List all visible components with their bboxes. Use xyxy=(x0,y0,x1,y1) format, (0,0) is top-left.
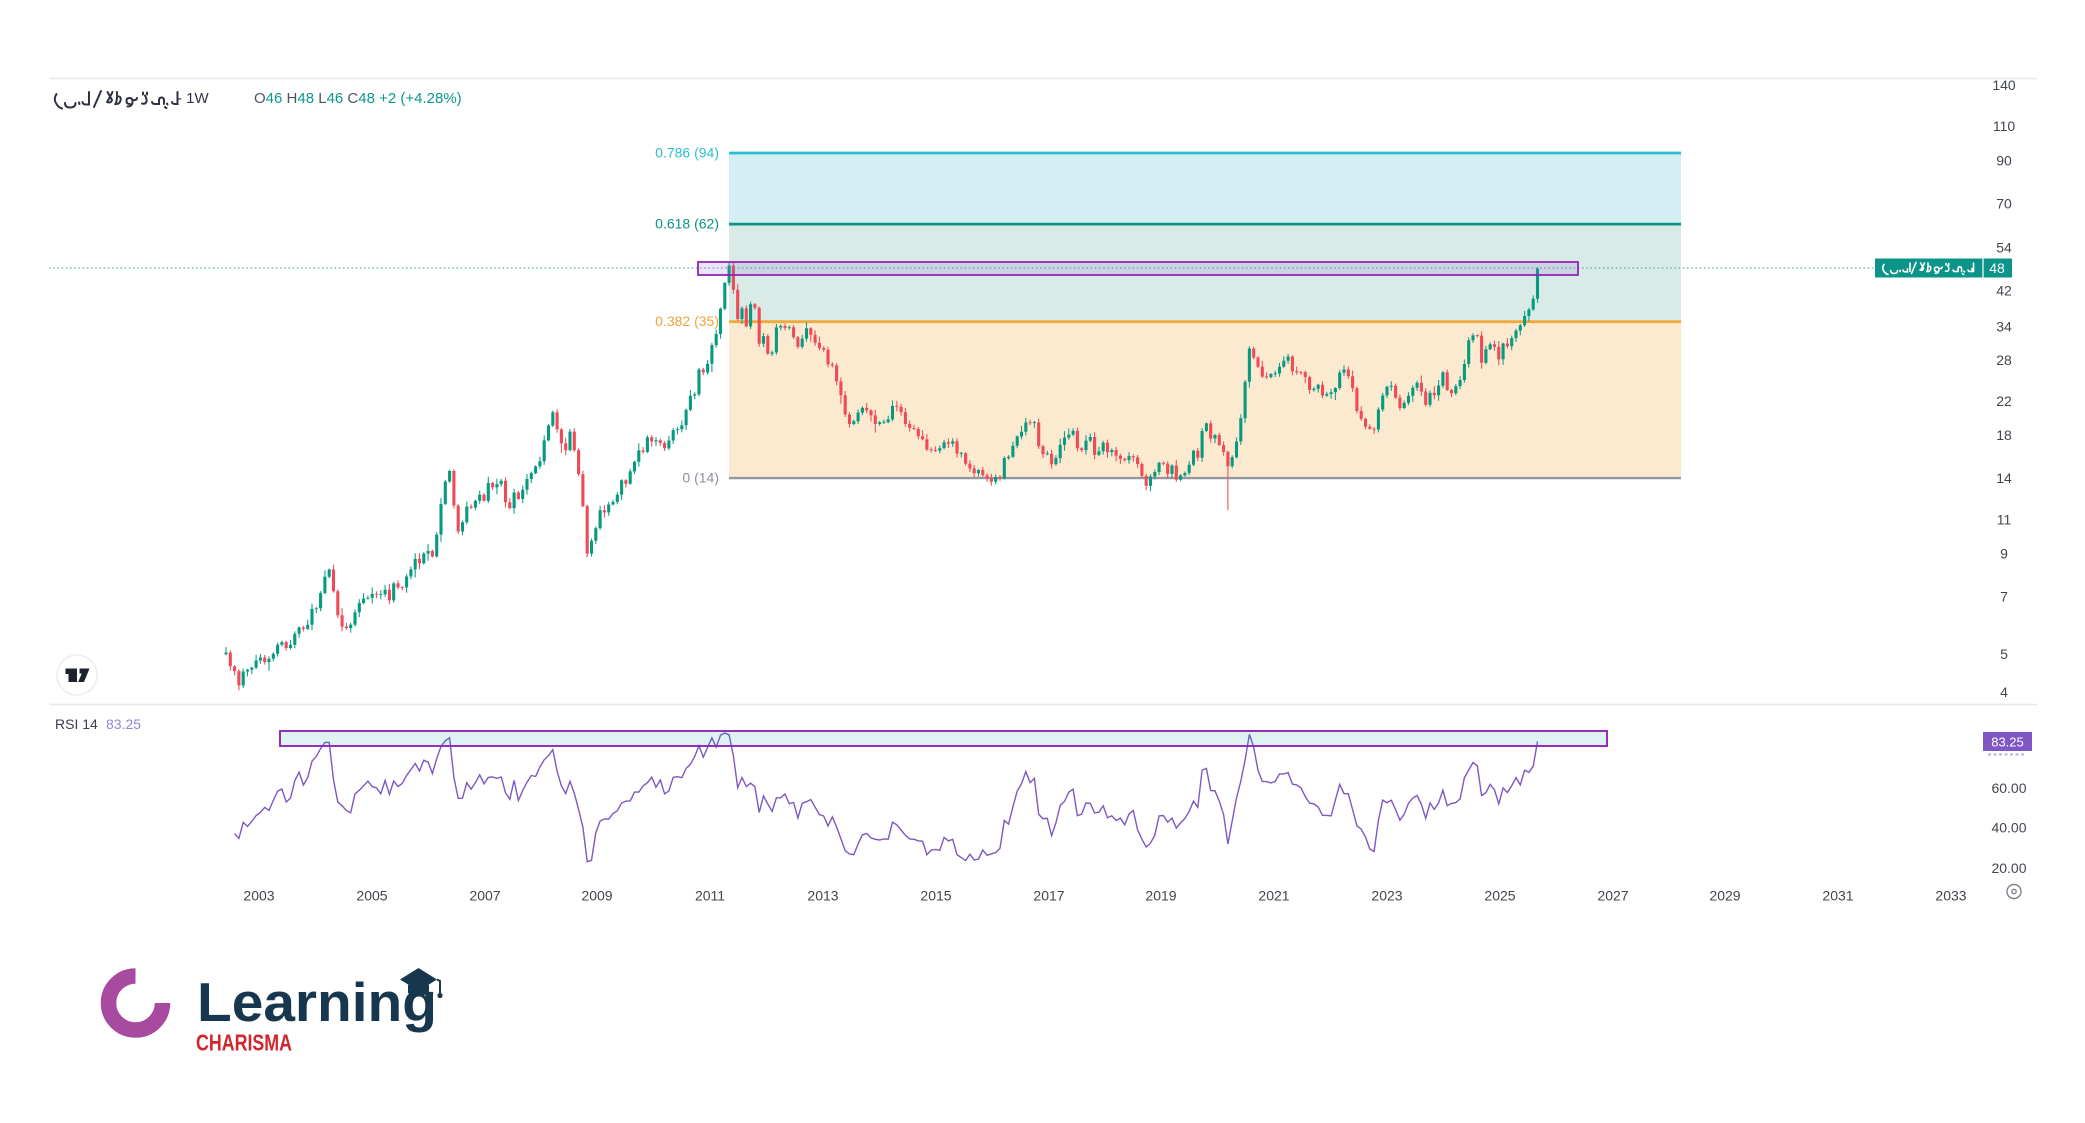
svg-text:0 (14): 0 (14) xyxy=(682,470,719,486)
svg-text:5: 5 xyxy=(2000,646,2008,662)
svg-text:2013: 2013 xyxy=(807,888,838,904)
svg-text:4: 4 xyxy=(2000,684,2008,700)
svg-text:O46 H48 L46 C48 +2 (+4.28%): O46 H48 L46 C48 +2 (+4.28%) xyxy=(254,90,462,107)
svg-text:2007: 2007 xyxy=(469,888,500,904)
svg-text:2011: 2011 xyxy=(695,888,725,904)
svg-text:2029: 2029 xyxy=(1709,888,1740,904)
svg-text:48: 48 xyxy=(1989,260,2005,276)
svg-text:2017: 2017 xyxy=(1033,888,1064,904)
svg-text:2027: 2027 xyxy=(1597,888,1628,904)
svg-text:28: 28 xyxy=(1996,352,2012,368)
svg-text:54: 54 xyxy=(1996,240,2012,256)
svg-text:2019: 2019 xyxy=(1145,888,1176,904)
svg-text:Learning: Learning xyxy=(197,971,437,1033)
svg-text:11: 11 xyxy=(1997,511,2012,527)
svg-text:2009: 2009 xyxy=(581,888,612,904)
svg-text:2031: 2031 xyxy=(1822,888,1853,904)
svg-text:83.25: 83.25 xyxy=(106,716,141,732)
svg-text:22: 22 xyxy=(1996,393,2012,409)
svg-text:2033: 2033 xyxy=(1935,888,1966,904)
svg-text:110: 110 xyxy=(1993,118,2016,134)
svg-text:0.382 (35): 0.382 (35) xyxy=(655,313,719,329)
svg-text:42: 42 xyxy=(1996,283,2012,299)
svg-text:20.00: 20.00 xyxy=(1991,860,2026,876)
svg-text:60.00: 60.00 xyxy=(1991,780,2026,796)
svg-text:RSI 14: RSI 14 xyxy=(55,716,98,732)
svg-text:70: 70 xyxy=(1996,195,2012,211)
svg-text:2003: 2003 xyxy=(243,888,274,904)
svg-text:7: 7 xyxy=(2000,589,2008,605)
svg-text:- 1W: - 1W xyxy=(177,90,210,107)
svg-text:CHARISMA: CHARISMA xyxy=(196,1030,292,1056)
svg-text:90: 90 xyxy=(1996,152,2012,168)
svg-text:2021: 2021 xyxy=(1258,888,1289,904)
svg-text:2025: 2025 xyxy=(1484,888,1515,904)
svg-text:2023: 2023 xyxy=(1371,888,1402,904)
svg-text:34: 34 xyxy=(1996,319,2012,335)
svg-text:0.786 (94): 0.786 (94) xyxy=(655,145,719,161)
svg-text:14: 14 xyxy=(1996,470,2012,486)
svg-text:18: 18 xyxy=(1996,427,2012,443)
svg-text:83.25: 83.25 xyxy=(1991,735,2024,750)
svg-text:0.618 (62): 0.618 (62) xyxy=(655,216,719,232)
svg-text:2005: 2005 xyxy=(356,888,387,904)
svg-text:140: 140 xyxy=(1992,77,2016,93)
svg-text:9: 9 xyxy=(2000,546,2008,562)
svg-text:40.00: 40.00 xyxy=(1991,820,2026,836)
svg-text:2015: 2015 xyxy=(920,888,951,904)
